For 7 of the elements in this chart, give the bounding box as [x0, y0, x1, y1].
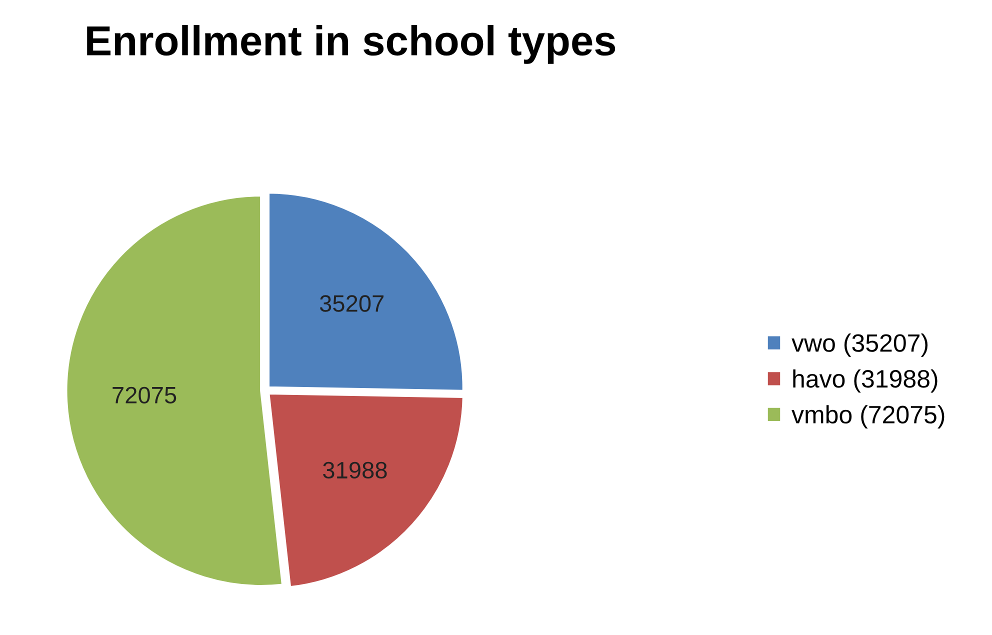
legend-label: havo (31988) — [793, 369, 938, 393]
data-label: 31988 — [323, 462, 387, 479]
data-label: 35207 — [320, 295, 384, 312]
legend-label: vmbo (72075) — [792, 405, 944, 428]
chart-title: Enrollment in school types — [87, 25, 616, 64]
data-label: 72075 — [112, 386, 176, 404]
legend-label: vwo (35207) — [792, 334, 928, 357]
